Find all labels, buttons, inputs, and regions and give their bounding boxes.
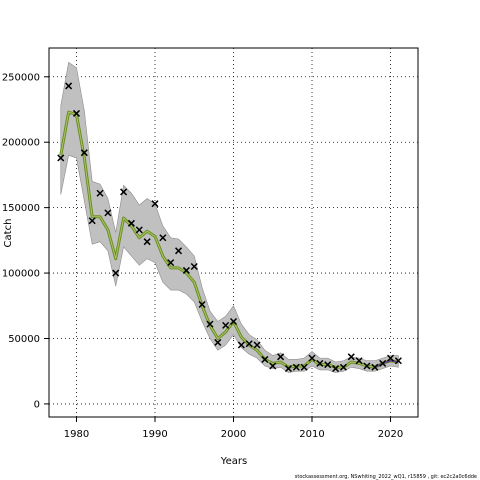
y-axis-title: Catch bbox=[3, 219, 14, 248]
catch-marker-2002 bbox=[245, 340, 253, 348]
y-tick-label-50000: 50000 bbox=[8, 334, 40, 345]
catch-marker-2011 bbox=[316, 359, 324, 367]
catch-marker-1999 bbox=[222, 321, 230, 329]
catch-marker-1980 bbox=[72, 109, 81, 117]
catch-marker-2005 bbox=[269, 362, 277, 370]
catch-marker-1991 bbox=[159, 234, 167, 242]
y-tick-label-100000: 100000 bbox=[2, 269, 40, 280]
catch-marker-1997 bbox=[206, 320, 214, 328]
x-axis-ticks: 1980 1990 2000 2010 2020 bbox=[64, 417, 403, 440]
confidence-band-area bbox=[60, 61, 399, 373]
estimate-line-highlight bbox=[60, 111, 399, 368]
catch-marker-2007 bbox=[284, 365, 292, 373]
x-tick-label-1990: 1990 bbox=[142, 429, 167, 440]
catch-marker-1988 bbox=[135, 226, 143, 234]
catch-marker-1994 bbox=[182, 266, 190, 274]
catch-marker-1998 bbox=[214, 338, 222, 346]
x-tick-label-2020: 2020 bbox=[378, 429, 403, 440]
catch-marker-1989 bbox=[143, 238, 151, 246]
catch-marker-1984 bbox=[104, 209, 112, 217]
estimate-line-recent bbox=[374, 359, 399, 368]
catch-marker-2003 bbox=[253, 341, 261, 349]
catch-marker-1995 bbox=[190, 262, 198, 271]
x-tick-label-1980: 1980 bbox=[64, 429, 89, 440]
x-axis-title: Years bbox=[220, 456, 247, 467]
catch-marker-2004 bbox=[261, 355, 269, 363]
catch-marker-2021 bbox=[394, 357, 402, 365]
estimate-line bbox=[59, 110, 399, 369]
y-tick-label-200000: 200000 bbox=[2, 138, 40, 149]
catch-marker-2013 bbox=[332, 365, 340, 373]
catch-marker-2016 bbox=[355, 357, 363, 365]
catch-marker-2020 bbox=[386, 354, 395, 362]
x-tick-label-2000: 2000 bbox=[221, 429, 246, 440]
catch-marker-2006 bbox=[277, 353, 285, 361]
catch-marker-1987 bbox=[127, 219, 135, 227]
catch-marker-1979 bbox=[65, 82, 73, 90]
catch-marker-2019 bbox=[379, 359, 387, 367]
confidence-band bbox=[60, 61, 399, 373]
catch-marker-1990 bbox=[151, 200, 159, 208]
catch-marker-2018 bbox=[371, 363, 379, 371]
y-tick-label-0: 0 bbox=[34, 399, 40, 410]
catch-marker-1986 bbox=[120, 188, 128, 196]
catch-marker-2008 bbox=[292, 363, 300, 371]
footer-note: stockassessment.org, NSwhiting_2022_wQ1,… bbox=[295, 474, 477, 480]
catch-marker-1978 bbox=[57, 154, 65, 162]
catch-marker-2010 bbox=[308, 354, 316, 362]
catch-marker-2015 bbox=[347, 353, 355, 361]
catch-marker-2014 bbox=[339, 363, 347, 371]
catch-marker-2000 bbox=[229, 317, 238, 326]
catch-marker-2017 bbox=[363, 362, 371, 370]
grid-lines bbox=[49, 48, 418, 417]
catch-marker-1983 bbox=[96, 189, 104, 197]
y-tick-label-150000: 150000 bbox=[2, 203, 40, 214]
y-axis-ticks: 0 50000 100000 150000 200000 250000 bbox=[2, 72, 49, 410]
catch-marker-1982 bbox=[88, 217, 96, 225]
catch-marker-2009 bbox=[300, 363, 308, 371]
catch-marker-1996 bbox=[198, 300, 206, 308]
x-tick-label-2010: 2010 bbox=[299, 429, 324, 440]
y-tick-label-250000: 250000 bbox=[2, 72, 40, 83]
catch-marker-1985 bbox=[112, 269, 120, 277]
observed-catch-markers bbox=[57, 82, 402, 373]
catch-marker-1981 bbox=[80, 149, 88, 157]
catch-marker-2012 bbox=[324, 361, 332, 369]
catch-marker-2001 bbox=[237, 341, 245, 349]
catch-marker-1993 bbox=[175, 247, 183, 255]
catch-marker-1992 bbox=[167, 259, 175, 267]
